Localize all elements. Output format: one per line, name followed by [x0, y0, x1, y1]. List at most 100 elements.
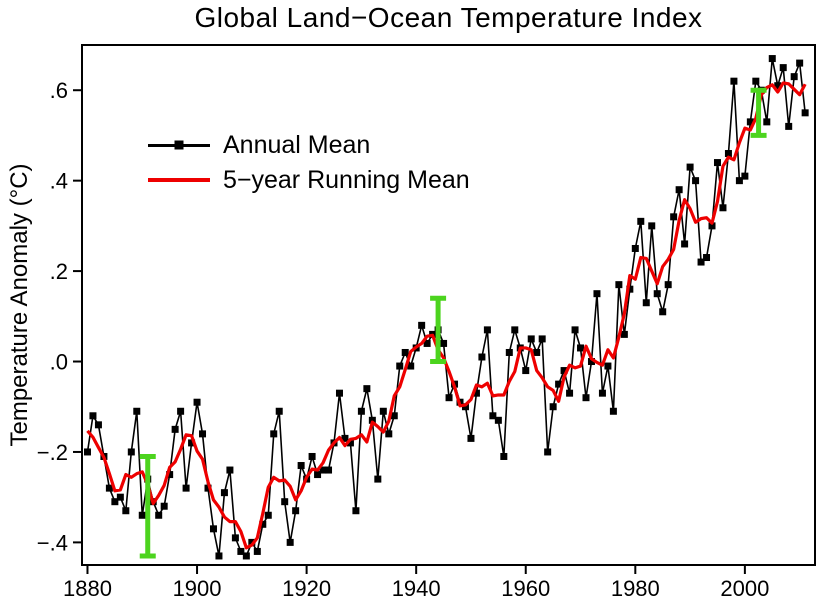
annual-mean-marker [768, 55, 776, 63]
y-axis-label: Temperature Anomaly (°C) [6, 163, 33, 447]
annual-mean-marker [708, 222, 716, 230]
annual-mean-marker [385, 430, 393, 438]
annual-mean-marker [500, 452, 508, 460]
annual-mean-marker [83, 448, 91, 456]
annual-mean-marker [379, 407, 387, 415]
annual-mean-marker [620, 330, 628, 338]
annual-mean-marker [177, 407, 185, 415]
annual-mean-marker [122, 507, 130, 515]
annual-mean-marker [746, 118, 754, 126]
annual-mean-marker [522, 367, 530, 375]
annual-mean-marker [697, 258, 705, 266]
annual-mean-marker [703, 254, 711, 262]
annual-mean-marker [670, 213, 678, 221]
annual-mean-marker [785, 122, 793, 130]
annual-mean-marker [182, 484, 190, 492]
annual-mean-marker [220, 489, 228, 497]
annual-mean-marker [253, 547, 261, 555]
x-tick-label: 2000 [720, 576, 769, 601]
annual-mean-marker [681, 240, 689, 248]
annual-mean-marker [555, 380, 563, 388]
annual-mean-marker [533, 348, 541, 356]
annual-mean-marker [226, 466, 234, 474]
annual-mean-marker [440, 339, 448, 347]
annual-mean-marker [489, 412, 497, 420]
annual-mean-marker [368, 416, 376, 424]
y-tick-label: .0 [50, 350, 68, 375]
annual-mean-marker [675, 186, 683, 194]
annual-mean-marker [483, 326, 491, 334]
annual-mean-marker [133, 407, 141, 415]
annual-mean-marker [752, 77, 760, 85]
annual-mean-marker [796, 59, 804, 67]
annual-mean-marker [790, 73, 798, 81]
annual-mean-marker [325, 466, 333, 474]
annual-mean-marker [281, 498, 289, 506]
annual-mean-marker [89, 412, 97, 420]
annual-mean-marker [374, 475, 382, 483]
annual-mean-marker [105, 484, 113, 492]
annual-mean-marker [166, 471, 174, 479]
annual-mean-marker [275, 407, 283, 415]
annual-mean-marker [171, 425, 179, 433]
annual-mean-marker [549, 403, 557, 411]
x-axis: 1880 1900 1920 1940 1960 1980 2000 [63, 565, 769, 601]
x-tick-label: 1920 [282, 576, 331, 601]
annual-mean-marker [264, 511, 272, 519]
y-axis: −.4 −.2 .0 .2 .4 .6 [37, 78, 82, 555]
annual-mean-marker [193, 398, 201, 406]
annual-mean-marker [292, 507, 300, 515]
annual-mean-marker [270, 430, 278, 438]
annual-mean-marker [724, 150, 732, 158]
annual-mean-marker [160, 502, 168, 510]
annual-mean-marker [730, 77, 738, 85]
annual-mean-marker [116, 493, 124, 501]
annual-mean-marker [566, 389, 574, 397]
annual-mean-marker [445, 394, 453, 402]
annual-mean-marker [692, 177, 700, 185]
annual-mean-marker [478, 353, 486, 361]
annual-mean-marker [587, 358, 595, 366]
annual-mean-marker [779, 64, 787, 72]
x-tick-label: 1900 [173, 576, 222, 601]
annual-mean-marker [467, 434, 475, 442]
chart-legend: Annual Mean 5−year Running Mean [148, 130, 470, 195]
annual-mean-marker [774, 82, 782, 90]
y-tick-label: .4 [50, 169, 68, 194]
annual-mean-marker [511, 326, 519, 334]
annual-mean-marker [763, 118, 771, 126]
annual-mean-marker [527, 335, 535, 343]
annual-mean-marker [538, 335, 546, 343]
annual-mean-marker [341, 434, 349, 442]
annual-mean-marker [418, 321, 426, 329]
annual-mean-marker [741, 172, 749, 180]
annual-mean-marker [204, 484, 212, 492]
annual-mean-marker [127, 448, 135, 456]
legend-item-annual-mean: Annual Mean [148, 130, 470, 160]
running-mean-line [86, 81, 807, 550]
annual-mean-marker [357, 407, 365, 415]
annual-mean-marker [297, 462, 305, 470]
annual-mean-markers [83, 55, 809, 560]
uncertainty-bars [139, 87, 767, 559]
annual-mean-marker [461, 403, 469, 411]
annual-mean-sample [148, 130, 210, 160]
x-tick-label: 1940 [392, 576, 441, 601]
annual-mean-marker [653, 290, 661, 298]
annual-mean-marker [626, 285, 634, 293]
annual-mean-marker [609, 407, 617, 415]
y-tick-label: −.2 [37, 440, 68, 465]
annual-mean-marker [248, 538, 256, 546]
annual-mean-marker [648, 222, 656, 230]
annual-mean-marker [659, 308, 667, 316]
annual-mean-marker [242, 552, 250, 560]
annual-mean-marker [390, 412, 398, 420]
annual-mean-marker [259, 520, 267, 528]
legend-label-annual-mean: Annual Mean [223, 131, 371, 159]
chart-title: Global Land−Ocean Temperature Index [194, 2, 703, 33]
x-tick-label: 1960 [501, 576, 550, 601]
annual-mean-marker [615, 281, 623, 289]
plot-frame [81, 44, 816, 566]
annual-mean-marker [571, 326, 579, 334]
